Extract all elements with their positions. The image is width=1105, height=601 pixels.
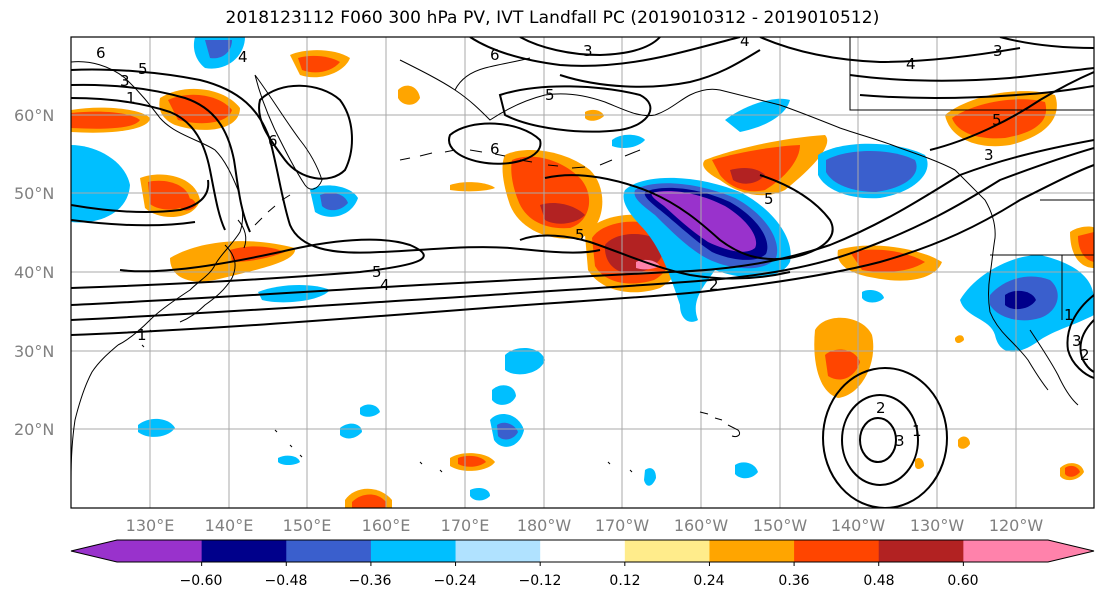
lon-label: 160°W [674, 516, 729, 535]
lon-label: 180°W [517, 516, 572, 535]
contour-label: 1 [126, 89, 136, 107]
map-title: 2018123112 F060 300 hPa PV, IVT Landfall… [225, 8, 880, 28]
colorbar-segment [624, 540, 710, 562]
colorbar-segment [286, 540, 372, 562]
contour-label: 2 [709, 276, 719, 294]
lon-label: 170°E [441, 516, 490, 535]
contour-label: 3 [895, 432, 905, 450]
pv-contours [71, 37, 1094, 508]
contour-label: 3 [120, 72, 130, 90]
contour-label: 5 [764, 190, 774, 208]
contour-label: 5 [992, 111, 1002, 129]
lon-label: 150°E [283, 516, 332, 535]
lon-label: 140°E [205, 516, 254, 535]
contour-label: 6 [490, 140, 500, 158]
contour-label: 1 [137, 326, 147, 344]
contour-labels: 6 4 5 3 1 6 3 6 5 6 5 4 3 4 5 3 5 5 4 1 … [96, 32, 1090, 450]
coastlines [71, 37, 1094, 481]
colorbar-segment [709, 540, 795, 562]
lat-label: 40°N [14, 263, 54, 282]
contour-label: 4 [380, 276, 390, 294]
contour-label: 1 [1064, 306, 1074, 324]
colorbar-segment [540, 540, 626, 562]
colorbar [70, 539, 1095, 566]
colorbar-segment [963, 540, 1049, 562]
contour-label: 2 [876, 399, 886, 417]
lat-label: 50°N [14, 184, 54, 203]
lon-label: 130°E [126, 516, 175, 535]
colorbar-tick-label: −0.36 [349, 573, 392, 589]
colorbar-tick-label: 0.36 [778, 573, 809, 589]
contour-label: 4 [238, 48, 248, 66]
colorbar-outline [70, 539, 1095, 563]
colorbar-tick-label: 0.12 [609, 573, 640, 589]
lat-label: 30°N [14, 342, 54, 361]
colorbar-tick-label: 0.60 [947, 573, 978, 589]
contour-label: 6 [96, 44, 106, 62]
contour-label: 4 [906, 55, 916, 73]
longitude-labels: 130°E 140°E 150°E 160°E 170°E 180°W 170°… [126, 516, 1044, 535]
colorbar-tick-label: −0.60 [180, 573, 223, 589]
colorbar-segment [201, 540, 287, 562]
colorbar-segment [117, 540, 203, 562]
lon-label: 160°E [362, 516, 411, 535]
contour-label: 1 [912, 422, 922, 440]
map-border [70, 36, 1095, 509]
colorbar-tick-label: 0.24 [693, 573, 724, 589]
contour-label: 3 [583, 42, 593, 60]
contour-label: 3 [984, 146, 994, 164]
colorbar-extend-high [1048, 540, 1094, 562]
contour-label: 3 [993, 42, 1003, 60]
latitude-labels: 60°N 50°N 40°N 30°N 20°N [14, 106, 54, 439]
lon-label: 120°W [989, 516, 1044, 535]
lat-label: 20°N [14, 420, 54, 439]
contour-label: 4 [740, 32, 750, 50]
colorbar-tick-label: −0.12 [519, 573, 562, 589]
colorbar-segment [455, 540, 541, 562]
contour-label: 5 [372, 263, 382, 281]
lon-label: 150°W [753, 516, 808, 535]
colorbar-tick-label: 0.48 [863, 573, 894, 589]
colorbar-tick-labels: −0.60 −0.48 −0.36 −0.24 −0.12 0.12 0.24 … [180, 573, 979, 589]
colorbar-segment [794, 540, 880, 562]
contour-label: 5 [545, 86, 555, 104]
colorbar-tick-label: −0.24 [434, 573, 477, 589]
lon-label: 170°W [595, 516, 650, 535]
colorbar-tick-label: −0.48 [265, 573, 308, 589]
lat-label: 60°N [14, 106, 54, 125]
graticule [71, 37, 1094, 508]
lon-label: 130°W [910, 516, 965, 535]
contour-label: 5 [575, 226, 585, 244]
contour-label: 2 [1080, 346, 1090, 364]
contour-label: 5 [138, 60, 148, 78]
contour-label: 6 [268, 132, 278, 150]
contour-label: 3 [1072, 332, 1082, 350]
lon-label: 140°W [831, 516, 886, 535]
colorbar-segment [370, 540, 457, 562]
colorbar-extend-low [71, 540, 117, 562]
contour-label: 6 [490, 46, 500, 64]
colorbar-segment [878, 540, 964, 562]
